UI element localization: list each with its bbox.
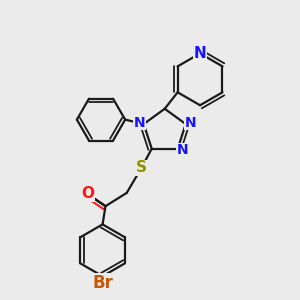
Text: O: O xyxy=(81,186,94,201)
Text: N: N xyxy=(134,116,145,130)
Text: S: S xyxy=(136,160,147,175)
Text: Br: Br xyxy=(92,274,113,292)
Text: N: N xyxy=(176,143,188,157)
Text: N: N xyxy=(184,116,196,130)
Text: N: N xyxy=(194,46,206,61)
